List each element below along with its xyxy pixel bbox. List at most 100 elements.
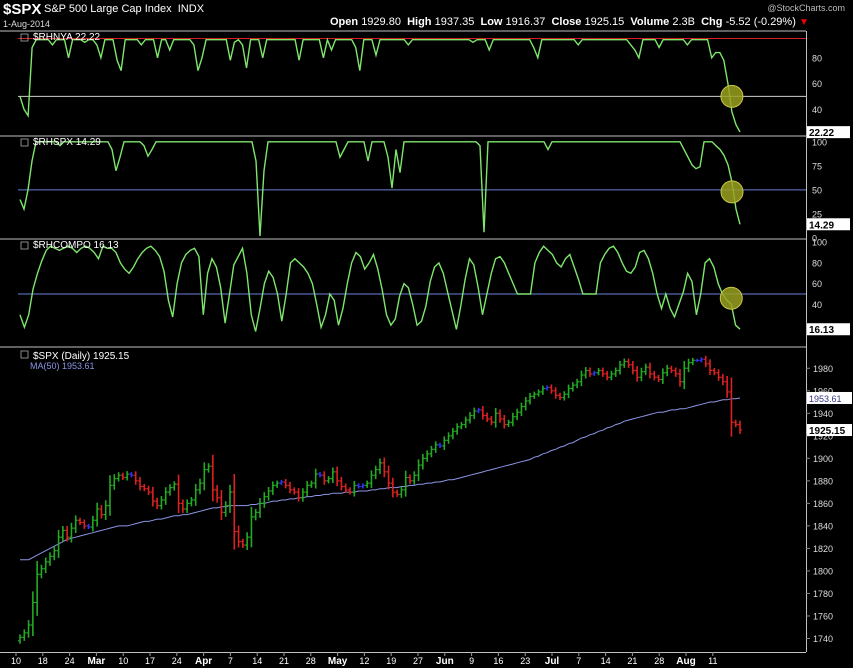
price-bar (558, 392, 562, 401)
chg-value: -5.52 (-0.29%) (725, 16, 796, 28)
price-bar (618, 360, 622, 375)
price-bar (78, 517, 82, 526)
price-bar (472, 407, 477, 420)
legend-swatch (20, 350, 29, 359)
x-tick-label: 19 (386, 656, 396, 666)
price-bar (189, 497, 194, 507)
price-bar (588, 367, 592, 377)
price-bar (339, 476, 344, 491)
price-bar (532, 391, 537, 399)
price-bar (296, 488, 301, 502)
price-bar (35, 560, 40, 616)
price-bar (288, 481, 292, 494)
price-bar (639, 367, 644, 382)
price-bar (630, 360, 635, 375)
price-bar (708, 359, 712, 375)
indicator-panel-2: $RHSPX 14.29 100 75 50 25 0 14.29 (0, 137, 850, 244)
price-bar (215, 484, 220, 503)
price-bar (665, 364, 670, 377)
price-bar (270, 481, 275, 495)
x-tick-label: 27 (413, 656, 423, 666)
x-tick-label: May (328, 656, 348, 667)
x-tick-label: 21 (627, 656, 637, 666)
price-bar (52, 546, 57, 561)
price-bar (703, 355, 708, 368)
legend-swatch (20, 33, 29, 42)
price-bar (720, 373, 725, 386)
price-bar (378, 458, 382, 475)
price-bar (600, 367, 605, 377)
price-bar (408, 474, 412, 484)
price-bar (275, 480, 280, 488)
price-bar (343, 483, 348, 493)
price-last-label: 1925.15 (809, 426, 846, 437)
chg-label: Chg (701, 16, 723, 28)
price-bar (279, 479, 284, 486)
x-tick-label: 16 (493, 656, 503, 666)
price-bar (56, 529, 61, 558)
ma-last-box (807, 391, 852, 404)
x-axis: 10 18 24 Mar 10 17 24 Apr 7 14 21 28 May 12 19 27 Jun 9 16… (11, 652, 717, 667)
price-bar (562, 391, 567, 401)
price-panel: 1980 1960 1940 1920 1900 1880 1860 1840 1820 1800… (18, 350, 852, 644)
x-tick-label: 11 (708, 656, 717, 666)
panel-title: $RHSPX 14.29 (33, 137, 101, 148)
close-value: 1925.15 (584, 16, 625, 28)
price-bar (669, 365, 674, 374)
price-bar (648, 362, 652, 379)
price-bar (330, 467, 335, 484)
price-bar (686, 358, 691, 373)
x-tick-label: 28 (654, 656, 664, 666)
price-bar (502, 414, 507, 429)
price-bar (635, 366, 640, 382)
price-bar (536, 389, 541, 397)
volume-label: Volume (630, 16, 670, 28)
price-bar (348, 487, 352, 495)
price-bar (485, 412, 490, 422)
price-bar (26, 620, 31, 638)
price-bar (656, 374, 661, 383)
y-tick-label: 25 (812, 209, 822, 219)
price-bar (172, 481, 177, 491)
x-tick-label: 24 (65, 656, 75, 666)
price-bar (133, 471, 138, 485)
price-bar (515, 408, 520, 421)
price-bar (228, 484, 232, 513)
price-bar (463, 416, 468, 429)
price-bar (138, 476, 142, 491)
price-bar (605, 370, 610, 381)
highlight-circle (720, 180, 744, 204)
price-bar (245, 532, 250, 550)
open-label: Open (330, 16, 359, 28)
price-bar (540, 385, 545, 395)
price-bar (386, 465, 391, 490)
x-tick-label: 17 (145, 656, 155, 666)
y-tick-label: 1860 (813, 499, 833, 509)
y-tick-label: 1740 (813, 634, 833, 644)
brand-watermark: @StockCharts.com (767, 3, 845, 13)
close-label: Close (551, 16, 582, 28)
ohlc-summary: Open 1929.80 High 1937.35 Low 1916.37 Cl… (330, 16, 809, 28)
price-bar (733, 419, 738, 428)
y-tick-label: 1960 (813, 386, 833, 396)
y-tick-label: 100 (812, 238, 827, 248)
price-panel-title: $SPX (Daily) 1925.15 (33, 351, 130, 362)
price-bar (369, 470, 374, 488)
price-bar (652, 370, 657, 381)
panel-title: $RHCOMPO 16.13 (33, 240, 119, 251)
price-bar (523, 396, 528, 411)
x-tick-label: 7 (228, 656, 233, 666)
price-bar (395, 489, 400, 497)
price-bar (699, 357, 704, 363)
ma-legend-label: MA(50) 1953.61 (30, 361, 95, 371)
price-bar (365, 480, 370, 488)
price-bar (112, 474, 117, 490)
x-tick-label: 23 (520, 656, 530, 666)
y-tick-label: 1760 (813, 611, 833, 621)
y-tick-label: 60 (812, 79, 822, 89)
price-bar (202, 462, 207, 491)
y-tick-label: 1780 (813, 589, 833, 599)
x-tick-label: 10 (11, 656, 21, 666)
price-bar (292, 487, 297, 495)
